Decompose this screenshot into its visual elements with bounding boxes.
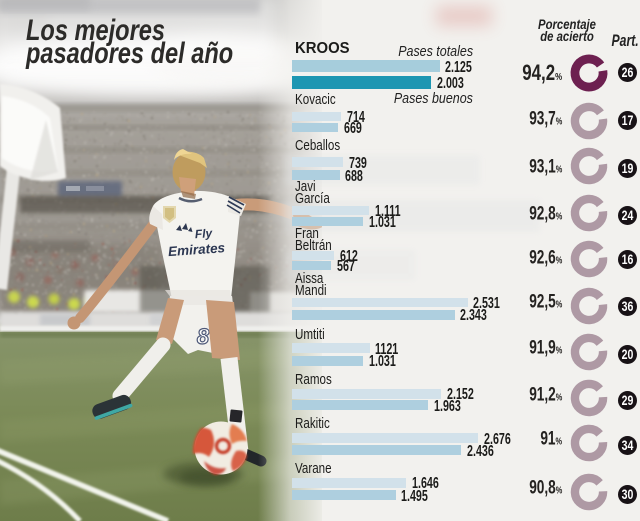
svg-text:8: 8	[197, 324, 210, 349]
svg-text:Emirates: Emirates	[168, 240, 226, 259]
svg-text:Fly: Fly	[194, 226, 214, 241]
